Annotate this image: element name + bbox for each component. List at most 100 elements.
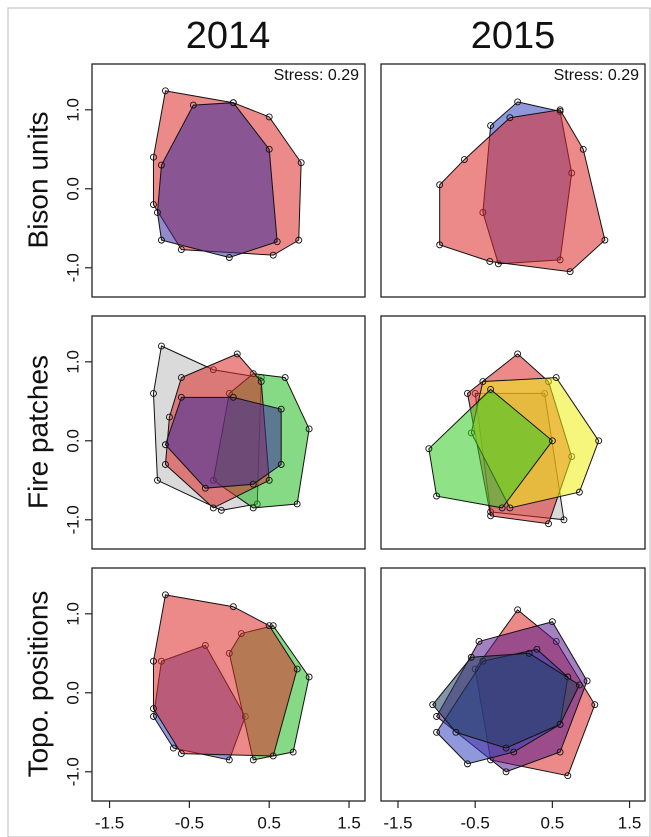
- hull-vertex: [487, 512, 495, 520]
- hull-vertex: [506, 114, 514, 122]
- hull-vertex: [305, 425, 313, 433]
- panel: [150, 591, 313, 764]
- panel-frame: [380, 63, 646, 298]
- hull-vertex: [189, 101, 197, 109]
- hull-vertex: [177, 374, 185, 382]
- hull-vertex: [502, 744, 510, 752]
- y-tick-label: 1.0: [63, 98, 82, 122]
- hull-vertex: [548, 618, 556, 626]
- panel: [425, 350, 603, 528]
- panel: [436, 98, 609, 276]
- hull-vertex: [281, 374, 289, 382]
- hull-vertex: [265, 145, 273, 153]
- hull-vertex: [601, 236, 609, 244]
- hull-vertex: [464, 389, 471, 397]
- hull-vertex: [161, 591, 169, 599]
- panel: [429, 606, 599, 780]
- stress-annotation: Stress: 0.29: [274, 67, 359, 84]
- hull-vertex: [514, 606, 522, 614]
- hull-vertex: [277, 405, 285, 413]
- hull-vertex: [161, 441, 169, 449]
- hull-vertex: [475, 638, 483, 645]
- hull-vertex: [556, 748, 564, 756]
- panel: [150, 87, 305, 261]
- hull-vertex: [467, 653, 475, 661]
- hull-vertex: [460, 156, 468, 164]
- hull-vertex: [297, 159, 305, 167]
- hull-vertex: [579, 145, 587, 153]
- hull-vertex: [265, 622, 273, 630]
- hull-vertex: [583, 677, 591, 685]
- hull-vertex: [479, 378, 487, 386]
- x-tick-label: 1.5: [618, 813, 642, 832]
- hull-vertex: [545, 520, 552, 528]
- x-tick-label: 0.5: [257, 813, 281, 832]
- panel: [150, 342, 313, 514]
- hull: [428, 388, 554, 509]
- hull-vertex: [452, 728, 460, 736]
- hull-vertex: [425, 445, 433, 453]
- hull-vertex: [436, 241, 444, 249]
- hull-vertex: [150, 389, 157, 397]
- hull-vertex: [177, 750, 185, 758]
- hull-vertex: [225, 756, 233, 764]
- hull-vertex: [169, 744, 177, 752]
- hull-vertex: [433, 728, 441, 736]
- hull-vertex: [289, 748, 297, 756]
- hull-vertex: [157, 342, 165, 350]
- hull-vertex: [265, 113, 273, 121]
- hull-vertex: [433, 492, 441, 500]
- x-tick-label: -1.5: [383, 813, 412, 832]
- hull-vertex: [269, 251, 277, 259]
- y-tick-label: -1.0: [63, 757, 82, 786]
- hull-vertex: [249, 480, 257, 488]
- hull: [432, 652, 581, 749]
- hull-vertex: [506, 504, 514, 512]
- hull-vertex: [564, 772, 572, 780]
- y-tick-label: -1.0: [63, 505, 82, 534]
- hull-vertex: [277, 461, 285, 468]
- panel-frame: [91, 315, 366, 550]
- hull-vertex: [498, 504, 506, 512]
- x-tick-label: 0.5: [541, 813, 565, 832]
- panel-frame: [91, 567, 366, 802]
- hull-vertex: [566, 268, 574, 276]
- hull-vertex: [154, 476, 161, 484]
- hull-vertex: [157, 161, 165, 169]
- hull-vertex: [514, 98, 522, 106]
- page-frame: [7, 7, 651, 837]
- y-tick-label: 0.0: [63, 177, 82, 201]
- hull-vertex: [486, 258, 494, 265]
- hull-vertex: [487, 122, 495, 130]
- hull: [439, 109, 606, 273]
- hull-vertex: [487, 386, 495, 393]
- hull-vertex: [429, 701, 437, 709]
- y-tick-label: -1.0: [63, 253, 82, 282]
- hull-vertex: [225, 254, 233, 261]
- hull-vertex: [293, 500, 301, 508]
- hull-vertex: [150, 201, 157, 209]
- hull-vertex: [269, 752, 277, 760]
- hull-vertex: [161, 461, 169, 468]
- panel-frame: [91, 63, 366, 298]
- y-tick-label: 1.0: [63, 602, 82, 626]
- row-title: Fire patches: [22, 355, 53, 509]
- column-title: 2014: [186, 15, 271, 57]
- hull-vertex: [269, 622, 277, 630]
- hull-vertex: [305, 673, 313, 681]
- x-tick-label: -0.5: [461, 813, 490, 832]
- hull-vertex: [293, 665, 301, 673]
- hull-vertex: [265, 476, 273, 484]
- hull-vertex: [510, 748, 518, 756]
- hull-vertex: [150, 657, 157, 665]
- hull-vertex: [548, 437, 556, 445]
- hull-vertex: [591, 701, 599, 709]
- hull-vertex: [295, 236, 303, 244]
- hull-vertex: [514, 350, 522, 358]
- hull-vertex: [560, 516, 568, 524]
- hull-vertex: [257, 378, 265, 386]
- hull-vertex: [229, 603, 237, 611]
- hull-vertex: [229, 99, 237, 107]
- hull-vertex: [209, 504, 217, 512]
